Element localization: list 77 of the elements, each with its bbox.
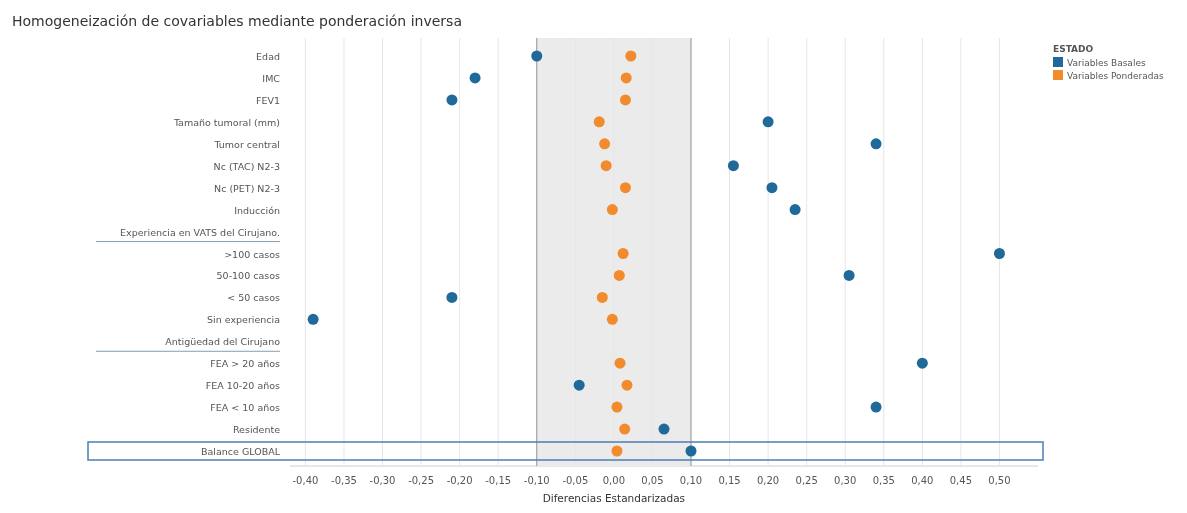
point bbox=[446, 94, 458, 106]
x-tick-label: 0,15 bbox=[718, 475, 741, 486]
chart-title: Homogeneización de covariables mediante ponderación inversa bbox=[12, 13, 462, 29]
point bbox=[993, 248, 1005, 259]
x-tick-label: -0,15 bbox=[485, 475, 512, 486]
y-tick-label: Tamaño tumoral (mm) bbox=[172, 116, 280, 128]
y-tick-label: Sin experiencia bbox=[207, 314, 280, 326]
point bbox=[621, 379, 633, 391]
point bbox=[619, 182, 631, 194]
y-tick-label: < 50 casos bbox=[227, 292, 281, 304]
y-tick-label: Nc (PET) N2-3 bbox=[214, 182, 280, 194]
point bbox=[789, 204, 801, 216]
x-tick-label: -0,25 bbox=[408, 475, 435, 486]
y-tick-label: Residente bbox=[232, 424, 281, 436]
y-tick-label: IMC bbox=[262, 72, 281, 84]
y-tick-label: FEA < 10 años bbox=[210, 402, 281, 414]
y-tick-label: FEA > 20 años bbox=[210, 358, 281, 370]
x-tick-label: 0,50 bbox=[988, 475, 1011, 486]
y-tick-label: Nc (TAC) N2-3 bbox=[213, 160, 280, 172]
x-axis-title: Diferencias Estandarizadas bbox=[542, 492, 686, 504]
y-tick-label: Inducción bbox=[234, 204, 280, 216]
x-tick-label: -0,10 bbox=[523, 475, 550, 486]
y-tick-label: Antigüedad del Cirujano bbox=[165, 336, 281, 348]
point bbox=[613, 269, 625, 281]
x-tick-label: 0,30 bbox=[834, 475, 857, 486]
point bbox=[870, 401, 882, 413]
point bbox=[766, 182, 778, 194]
y-tick-label: FEV1 bbox=[255, 94, 280, 106]
point bbox=[658, 423, 670, 435]
x-tick-label: 0,35 bbox=[872, 475, 895, 486]
point bbox=[307, 313, 319, 325]
point bbox=[870, 138, 882, 150]
point bbox=[469, 72, 481, 84]
point bbox=[619, 94, 631, 106]
y-tick-label: FEA 10-20 años bbox=[205, 380, 281, 392]
x-tick-label: 0,10 bbox=[679, 475, 703, 486]
y-tick-label: 50-100 casos bbox=[216, 270, 281, 282]
x-tick-label: 0,20 bbox=[756, 475, 780, 486]
x-tick-label: -0,40 bbox=[292, 475, 319, 486]
legend-title: ESTADO bbox=[1053, 44, 1094, 54]
y-tick-label: Experiencia en VATS del Cirujano. bbox=[120, 226, 280, 238]
point bbox=[593, 116, 605, 128]
y-tick-label: Tumor central bbox=[213, 138, 280, 150]
point bbox=[614, 357, 626, 369]
point bbox=[600, 160, 612, 172]
y-tick-label: Balance GLOBAL bbox=[200, 446, 281, 457]
point bbox=[685, 445, 697, 457]
point bbox=[916, 357, 928, 369]
point bbox=[611, 445, 623, 457]
point bbox=[727, 160, 739, 172]
point bbox=[762, 116, 774, 128]
y-tick-label: >100 casos bbox=[224, 248, 281, 260]
point bbox=[620, 72, 632, 84]
point bbox=[843, 269, 855, 281]
x-tick-label: 0,40 bbox=[911, 475, 934, 486]
point bbox=[606, 313, 618, 325]
x-tick-label: 0,45 bbox=[949, 475, 973, 486]
point bbox=[446, 291, 458, 303]
point bbox=[625, 50, 637, 62]
point bbox=[531, 50, 543, 62]
x-tick-label: -0,30 bbox=[369, 475, 396, 486]
point bbox=[606, 204, 618, 216]
x-tick-label: -0,05 bbox=[562, 475, 589, 486]
x-tick-label: 0,05 bbox=[641, 475, 664, 486]
x-tick-label: 0,00 bbox=[602, 475, 626, 486]
x-tick-label: -0,35 bbox=[331, 475, 357, 486]
point bbox=[619, 423, 631, 435]
legend-label: Variables Ponderadas bbox=[1067, 71, 1164, 81]
point bbox=[573, 379, 585, 391]
x-tick-label: -0,20 bbox=[446, 475, 473, 486]
legend-label: Variables Basales bbox=[1067, 58, 1146, 68]
point bbox=[617, 248, 629, 259]
point bbox=[599, 138, 611, 150]
point bbox=[596, 291, 608, 303]
point bbox=[611, 401, 623, 413]
x-tick-label: 0,25 bbox=[795, 475, 818, 486]
y-tick-label: Edad bbox=[256, 51, 280, 62]
